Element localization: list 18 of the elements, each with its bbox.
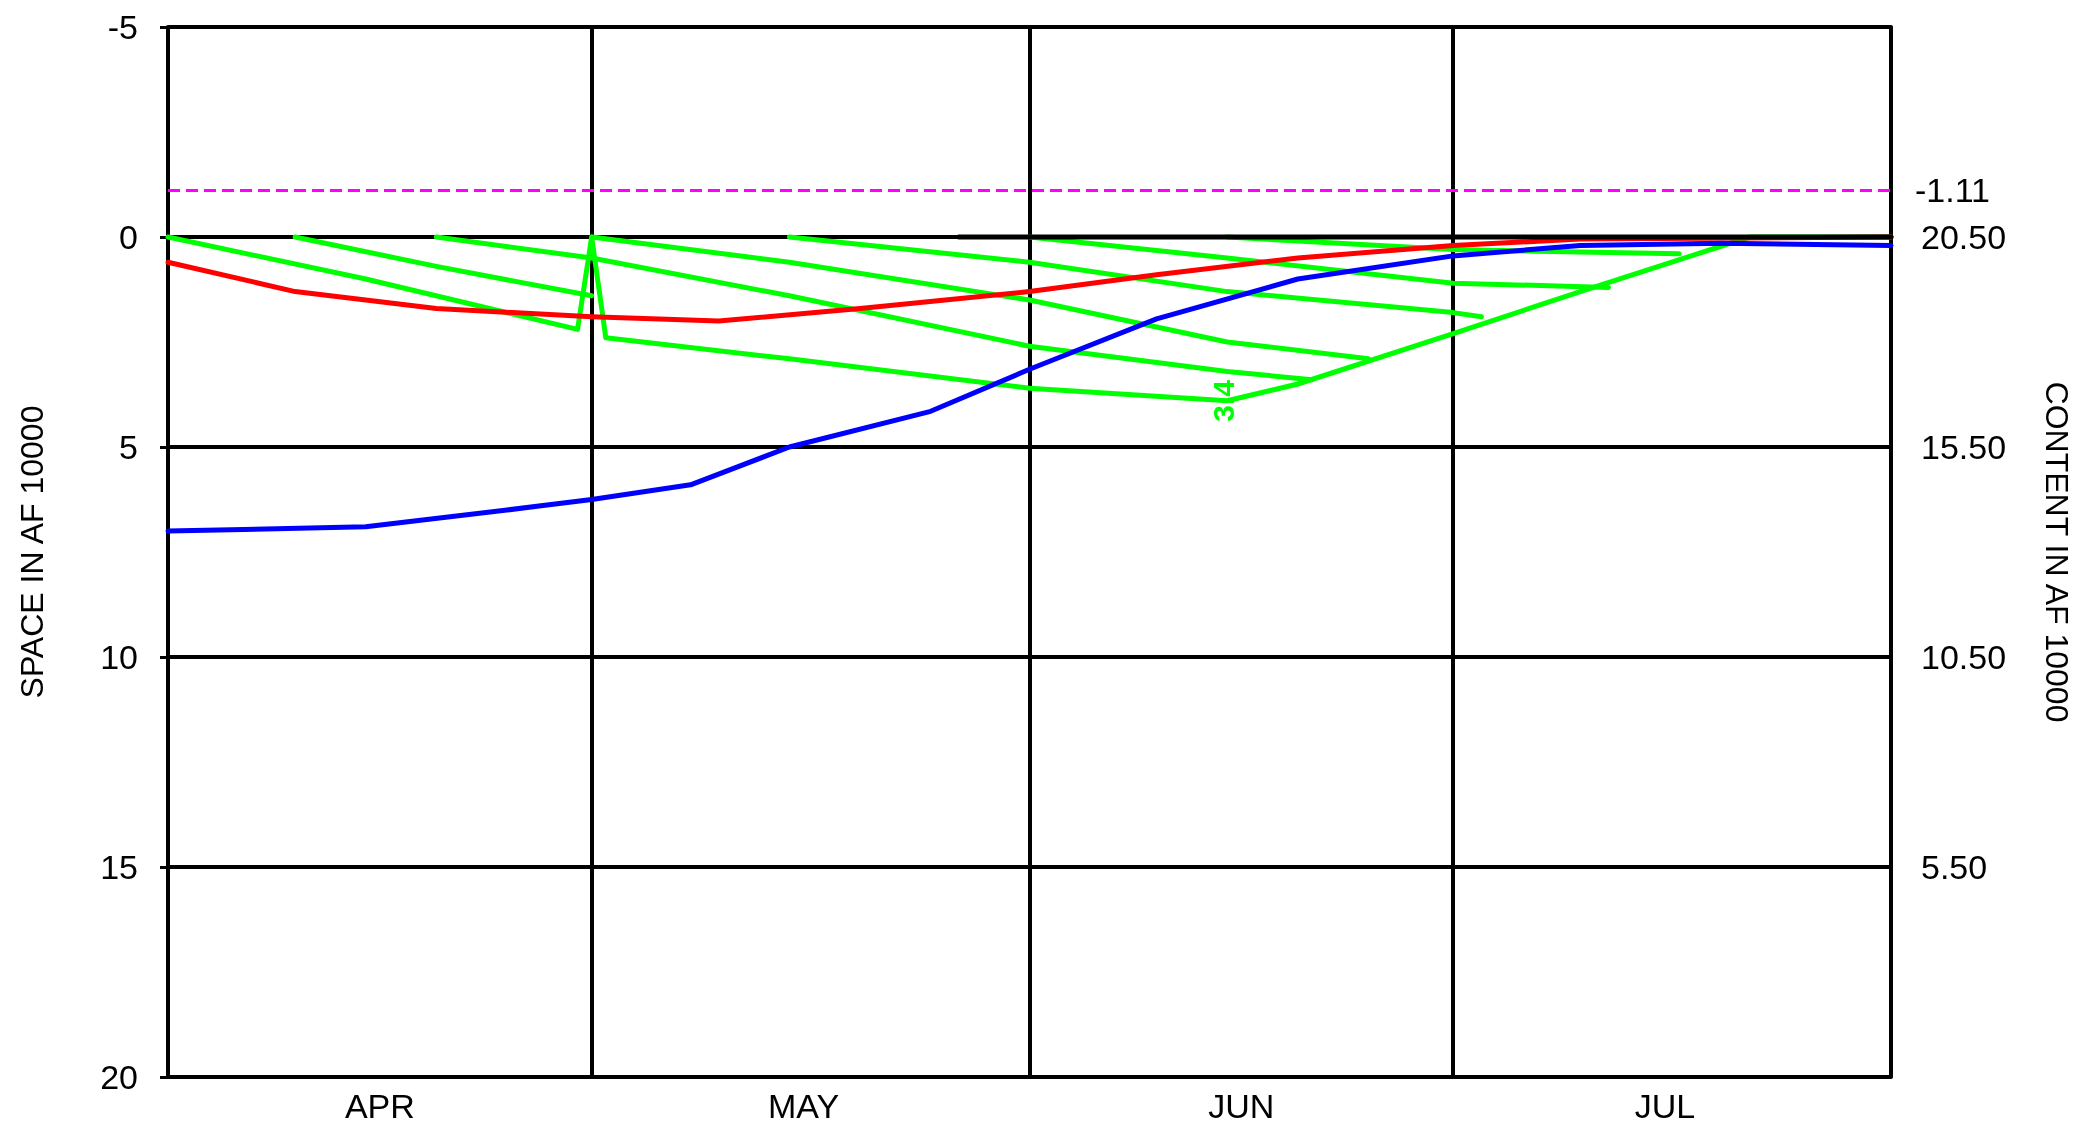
y-tick-label: 5: [119, 428, 138, 466]
y-tick-label: 0: [119, 218, 138, 256]
y2-tick-label: 10.50: [1921, 638, 2007, 676]
y-axis-title: SPACE IN AF 10000: [14, 405, 50, 699]
x-tick-label: APR: [344, 1087, 415, 1125]
y-tick-label: 15: [100, 848, 138, 886]
annotation: 3.4: [1206, 379, 1240, 422]
y2-tick-label: 5.50: [1921, 848, 1988, 886]
y2-tick-label: 20.50: [1921, 218, 2007, 256]
x-tick-label: JUL: [1634, 1087, 1696, 1125]
y-tick-label: -5: [107, 8, 138, 46]
y-tick-label: 10: [100, 638, 138, 676]
y2-axis-title: CONTENT IN AF 10000: [2039, 381, 2075, 723]
y2-tick-label: 15.50: [1921, 428, 2007, 466]
x-tick-label: MAY: [767, 1087, 840, 1125]
ref-line-label: -1.11: [1915, 171, 1990, 210]
x-tick-label: JUN: [1208, 1087, 1275, 1125]
y-tick-label: 20: [100, 1058, 138, 1096]
